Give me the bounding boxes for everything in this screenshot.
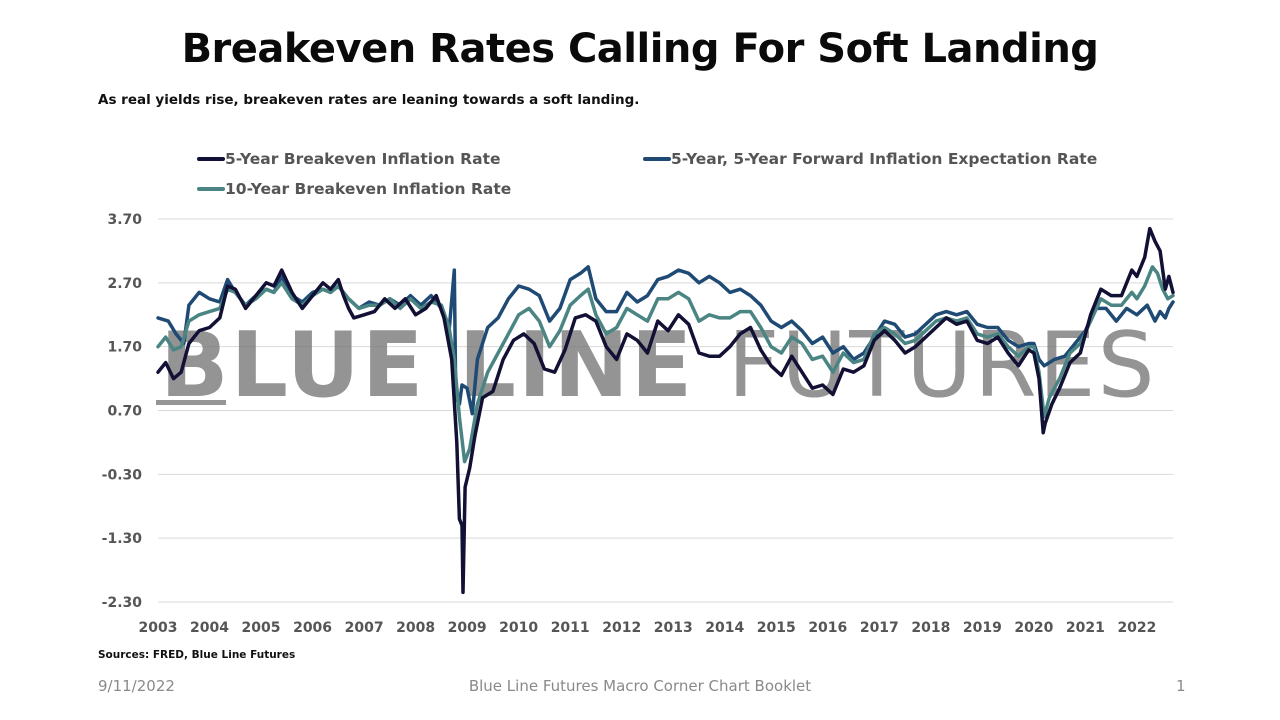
footer-page-number: 1 (1176, 677, 1186, 695)
footer-booklet-title: Blue Line Futures Macro Corner Chart Boo… (468, 677, 812, 695)
y-tick-label-4: -0.30 (102, 467, 143, 483)
x-tick-label-16: 2019 (963, 620, 1002, 636)
watermark-logo: BLUE LINE FUTURES (160, 313, 1157, 418)
legend-label-5yr: 5-Year Breakeven Inflation Rate (225, 150, 501, 168)
y-tick-label-1: 2.70 (107, 276, 142, 292)
legend-label-10yr: 10-Year Breakeven Inflation Rate (225, 180, 512, 198)
x-tick-label-18: 2021 (1066, 620, 1105, 636)
x-tick-label-15: 2018 (911, 620, 950, 636)
watermark-underline (156, 400, 226, 405)
x-tick-label-10: 2013 (654, 620, 693, 636)
page-subtitle: As real yields rise, breakeven rates are… (98, 92, 640, 108)
x-tick-label-12: 2015 (757, 620, 796, 636)
sources-note: Sources: FRED, Blue Line Futures (98, 649, 296, 661)
x-tick-label-2: 2005 (242, 620, 281, 636)
x-tick-label-3: 2006 (293, 620, 332, 636)
series-line-2 (156, 265, 1175, 464)
x-tick-label-14: 2017 (860, 620, 899, 636)
y-tick-label-2: 1.70 (107, 340, 142, 356)
y-tick-label-5: -1.30 (102, 531, 143, 547)
x-tick-label-0: 2003 (139, 620, 178, 636)
page-title: Breakeven Rates Calling For Soft Landing (181, 26, 1099, 72)
y-tick-label-0: 3.70 (107, 212, 142, 228)
legend-swatch-5y5y (643, 157, 671, 161)
footer-date: 9/11/2022 (98, 677, 175, 695)
x-tick-label-17: 2020 (1014, 620, 1053, 636)
x-tick-label-8: 2011 (551, 620, 590, 636)
x-tick-label-6: 2009 (448, 620, 487, 636)
x-tick-label-1: 2004 (190, 620, 229, 636)
x-tick-label-19: 2022 (1117, 620, 1156, 636)
x-tick-label-13: 2016 (808, 620, 847, 636)
x-tick-label-9: 2012 (602, 620, 641, 636)
legend-swatch-5yr (197, 157, 225, 161)
legend-swatch-10yr (197, 187, 225, 191)
x-tick-label-7: 2010 (499, 620, 538, 636)
legend-item-5yr: 5-Year Breakeven Inflation Rate (197, 150, 501, 168)
x-tick-label-4: 2007 (345, 620, 384, 636)
legend-item-10yr: 10-Year Breakeven Inflation Rate (197, 180, 511, 198)
y-tick-label-6: -2.30 (102, 595, 143, 611)
series-line-0 (156, 226, 1175, 595)
legend-label-5y5y: 5-Year, 5-Year Forward Inflation Expecta… (671, 150, 1098, 168)
x-tick-label-11: 2014 (705, 620, 744, 636)
x-tick-label-5: 2008 (396, 620, 435, 636)
legend-item-5y5y: 5-Year, 5-Year Forward Inflation Expecta… (643, 150, 1097, 168)
y-tick-label-3: 0.70 (107, 404, 142, 420)
